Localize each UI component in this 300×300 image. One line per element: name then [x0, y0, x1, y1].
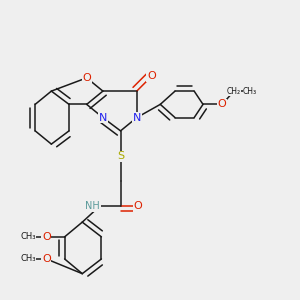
- Text: S: S: [117, 152, 124, 161]
- Text: CH₂: CH₂: [227, 87, 241, 96]
- Text: CH₃: CH₃: [20, 232, 36, 242]
- Text: O: O: [42, 232, 51, 242]
- Text: O: O: [82, 73, 91, 83]
- Text: O: O: [42, 254, 51, 264]
- Text: O: O: [147, 71, 156, 81]
- Text: NH: NH: [85, 201, 100, 211]
- Text: CH₃: CH₃: [20, 254, 36, 263]
- Text: O: O: [134, 201, 142, 211]
- Text: N: N: [99, 112, 107, 123]
- Text: CH₃: CH₃: [243, 87, 257, 96]
- Text: N: N: [133, 112, 141, 123]
- Text: O: O: [218, 99, 226, 110]
